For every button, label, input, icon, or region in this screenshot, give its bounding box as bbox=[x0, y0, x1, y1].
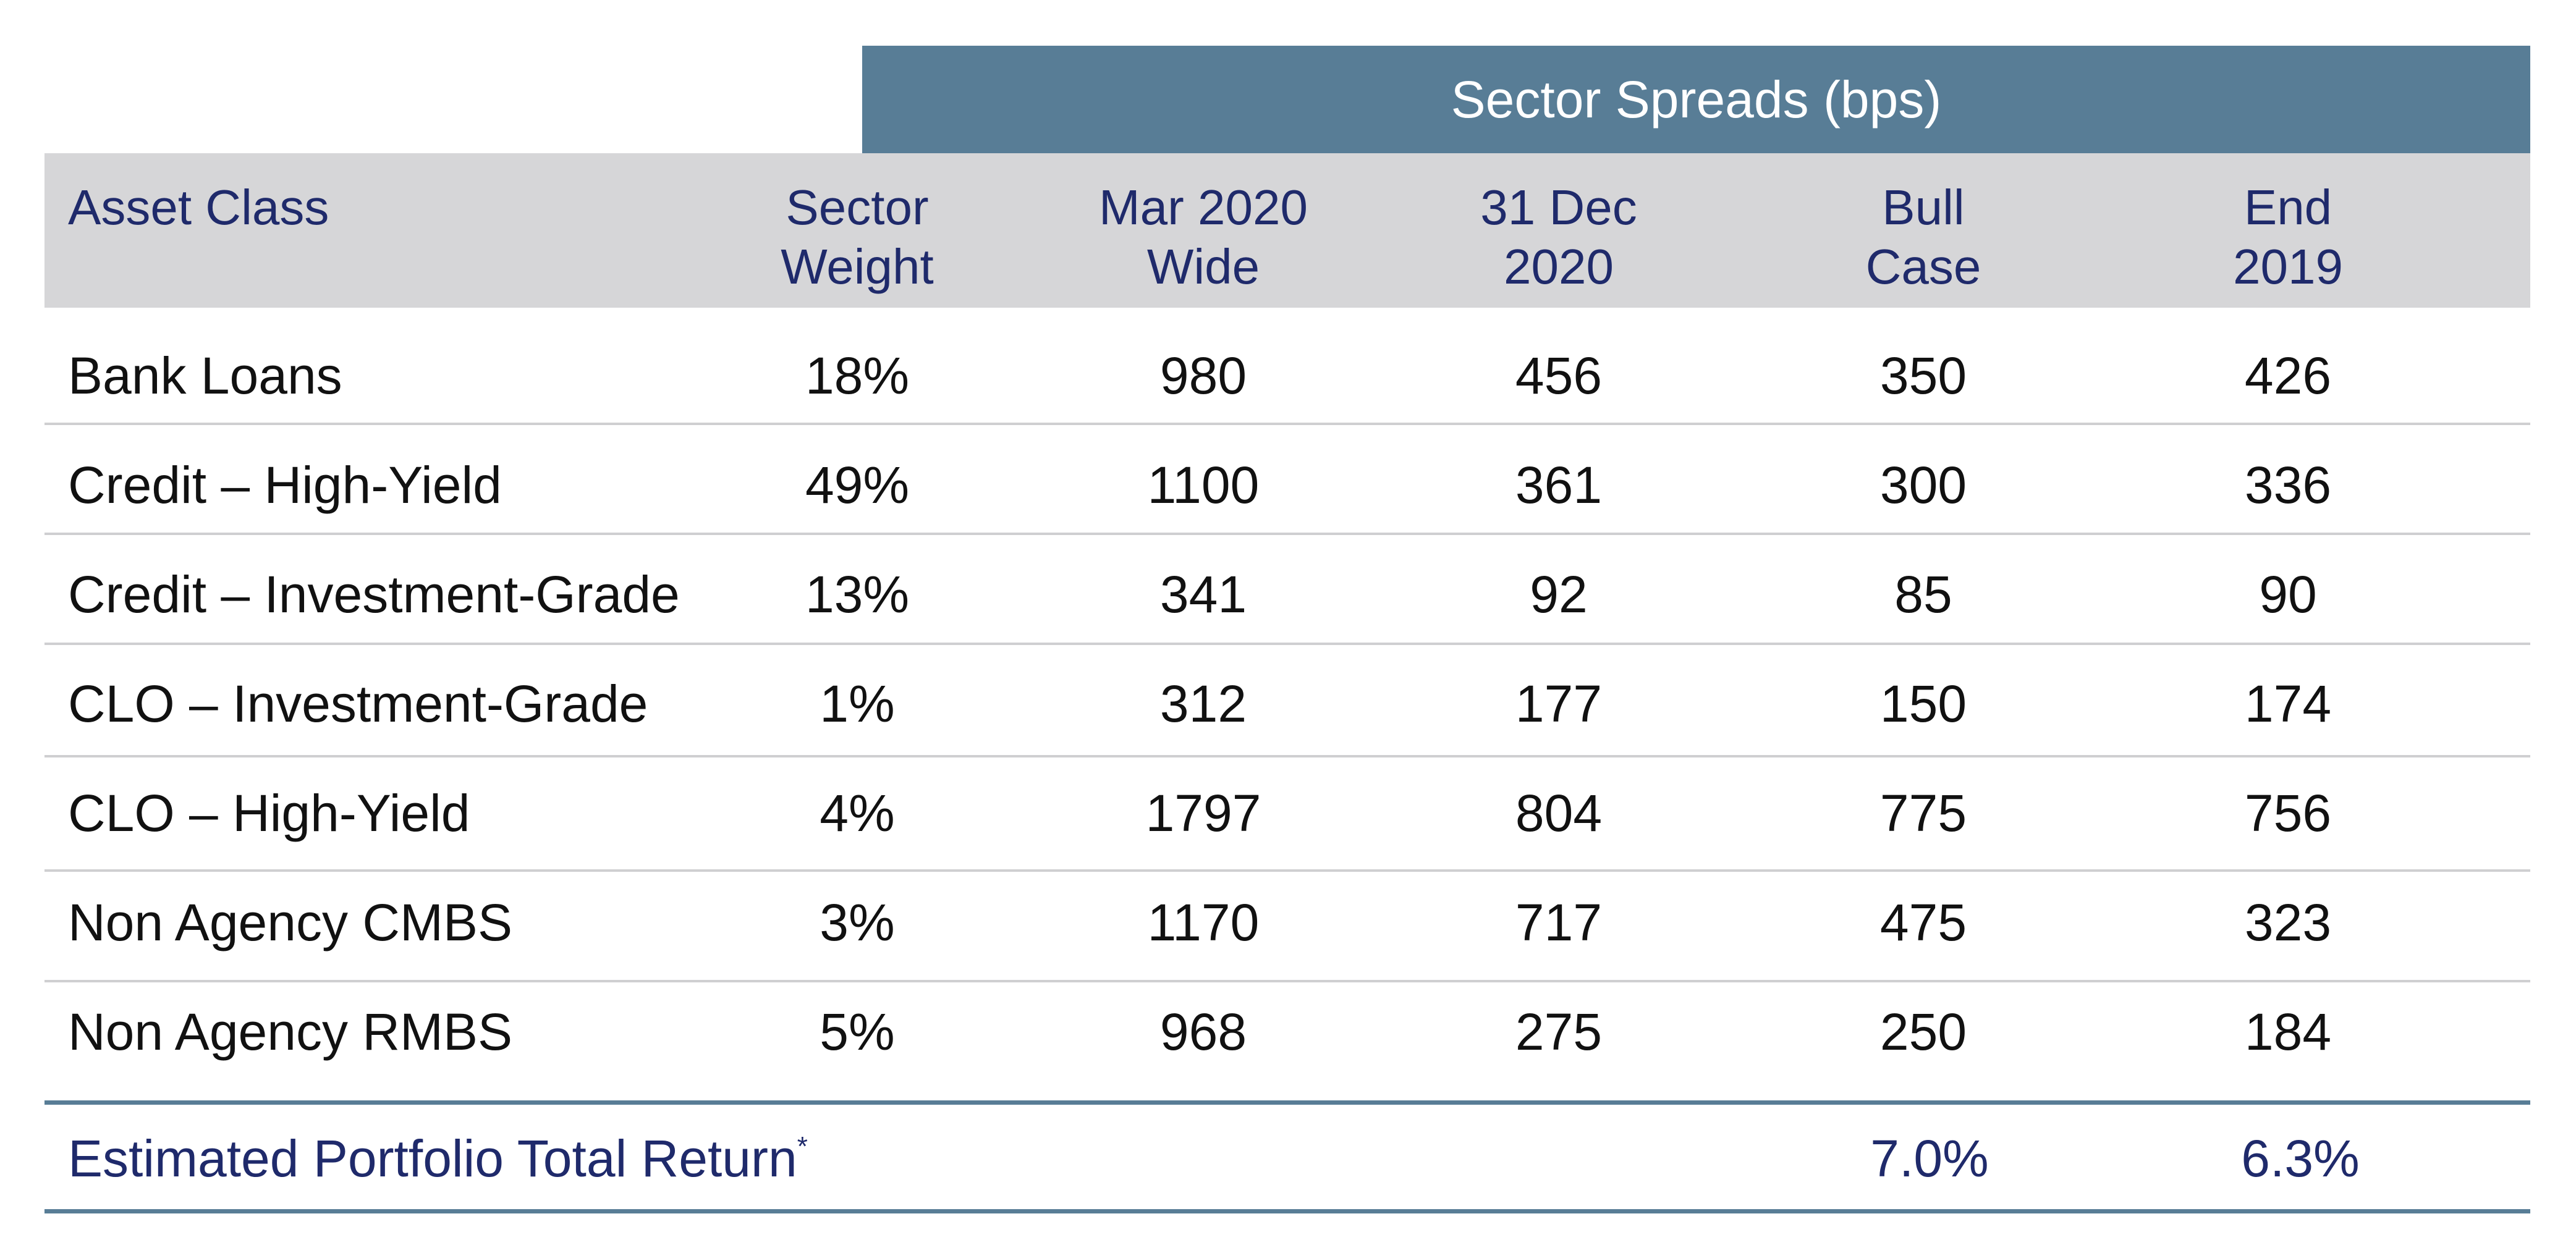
bull-case-cell: 350 bbox=[1879, 347, 1967, 405]
asset-class-cell: Credit – Investment-Grade bbox=[68, 565, 680, 623]
asset-class-cell: Non Agency CMBS bbox=[68, 893, 513, 951]
asset-class-cell: Credit – High-Yield bbox=[68, 456, 502, 514]
end-2019-cell: 336 bbox=[2244, 456, 2332, 514]
header-31-dec-2020: 31 Dec 2020 bbox=[1480, 180, 1637, 294]
table-row: Credit – Investment-Grade 13% 341 92 85 … bbox=[44, 540, 2530, 649]
table-row: Non Agency RMBS 5% 968 275 250 184 bbox=[44, 977, 2530, 1086]
total-bull-case-cell: 7.0% bbox=[1870, 1129, 1989, 1188]
sector-weight-cell: 3% bbox=[820, 893, 895, 951]
row-divider bbox=[44, 755, 2530, 757]
total-top-rule bbox=[44, 1100, 2530, 1105]
bull-case-cell: 85 bbox=[1894, 565, 1952, 623]
asset-class-cell: CLO – Investment-Grade bbox=[68, 675, 648, 733]
mar-2020-cell: 968 bbox=[1159, 1003, 1247, 1061]
end-2019-cell: 323 bbox=[2244, 893, 2332, 951]
header-asset-class: Asset Class bbox=[68, 180, 329, 235]
mar-2020-cell: 1100 bbox=[1147, 456, 1260, 514]
header-sector-weight: Sector Weight bbox=[781, 180, 934, 294]
bull-case-cell: 475 bbox=[1879, 893, 1967, 951]
total-return-row: Estimated Portfolio Total Return* 7.0% 6… bbox=[44, 1106, 2530, 1211]
end-2019-cell: 174 bbox=[2244, 675, 2332, 733]
end-2019-cell: 756 bbox=[2244, 784, 2332, 842]
column-header-row: Asset Class Sector Weight Mar 2020 Wide … bbox=[44, 153, 2530, 308]
sector-weight-cell: 13% bbox=[805, 565, 910, 623]
header-end-2019: End 2019 bbox=[2233, 180, 2343, 294]
bull-case-cell: 250 bbox=[1879, 1003, 1967, 1061]
table-row: CLO – High-Yield 4% 1797 804 775 756 bbox=[44, 759, 2530, 867]
mar-2020-cell: 341 bbox=[1159, 565, 1247, 623]
sector-weight-cell: 1% bbox=[820, 675, 895, 733]
total-return-label: Estimated Portfolio Total Return bbox=[68, 1129, 797, 1188]
row-divider bbox=[44, 423, 2530, 425]
dec-2020-cell: 177 bbox=[1515, 675, 1603, 733]
table-row: Credit – High-Yield 49% 1100 361 300 336 bbox=[44, 431, 2530, 539]
mar-2020-cell: 1797 bbox=[1145, 784, 1261, 842]
end-2019-cell: 90 bbox=[2259, 565, 2317, 623]
table-row: Bank Loans 18% 980 456 350 426 bbox=[44, 321, 2530, 430]
dec-2020-cell: 717 bbox=[1515, 893, 1603, 951]
row-divider bbox=[44, 643, 2530, 645]
row-divider bbox=[44, 533, 2530, 535]
bull-case-cell: 150 bbox=[1879, 675, 1967, 733]
dec-2020-cell: 275 bbox=[1515, 1003, 1603, 1061]
sector-weight-cell: 49% bbox=[805, 456, 910, 514]
footnote-marker: * bbox=[797, 1131, 808, 1162]
dec-2020-cell: 92 bbox=[1530, 565, 1588, 623]
asset-class-cell: Bank Loans bbox=[68, 347, 342, 405]
header-mar-2020-wide: Mar 2020 Wide bbox=[1099, 180, 1308, 294]
asset-class-cell: Non Agency RMBS bbox=[68, 1003, 513, 1061]
row-divider bbox=[44, 980, 2530, 982]
dec-2020-cell: 361 bbox=[1515, 456, 1603, 514]
table-row: CLO – Investment-Grade 1% 312 177 150 17… bbox=[44, 649, 2530, 758]
end-2019-cell: 184 bbox=[2244, 1003, 2332, 1061]
end-2019-cell: 426 bbox=[2244, 347, 2332, 405]
asset-class-cell: CLO – High-Yield bbox=[68, 784, 470, 842]
bull-case-cell: 300 bbox=[1879, 456, 1967, 514]
sector-spreads-header: Sector Spreads (bps) bbox=[862, 46, 2530, 153]
sector-spreads-label: Sector Spreads (bps) bbox=[1451, 70, 1942, 129]
sector-weight-cell: 4% bbox=[820, 784, 895, 842]
total-return-label-cell: Estimated Portfolio Total Return* bbox=[68, 1106, 995, 1211]
mar-2020-cell: 1170 bbox=[1147, 893, 1260, 951]
mar-2020-cell: 980 bbox=[1159, 347, 1247, 405]
sector-weight-cell: 5% bbox=[820, 1003, 895, 1061]
bull-case-cell: 775 bbox=[1879, 784, 1967, 842]
sector-weight-cell: 18% bbox=[805, 347, 910, 405]
mar-2020-cell: 312 bbox=[1159, 675, 1247, 733]
total-end-2019-cell: 6.3% bbox=[2241, 1129, 2360, 1188]
row-divider bbox=[44, 869, 2530, 872]
dec-2020-cell: 804 bbox=[1515, 784, 1603, 842]
header-bull-case: Bull Case bbox=[1865, 180, 1981, 294]
total-bottom-rule bbox=[44, 1209, 2530, 1213]
table-row: Non Agency CMBS 3% 1170 717 475 323 bbox=[44, 868, 2530, 977]
dec-2020-cell: 456 bbox=[1515, 347, 1603, 405]
